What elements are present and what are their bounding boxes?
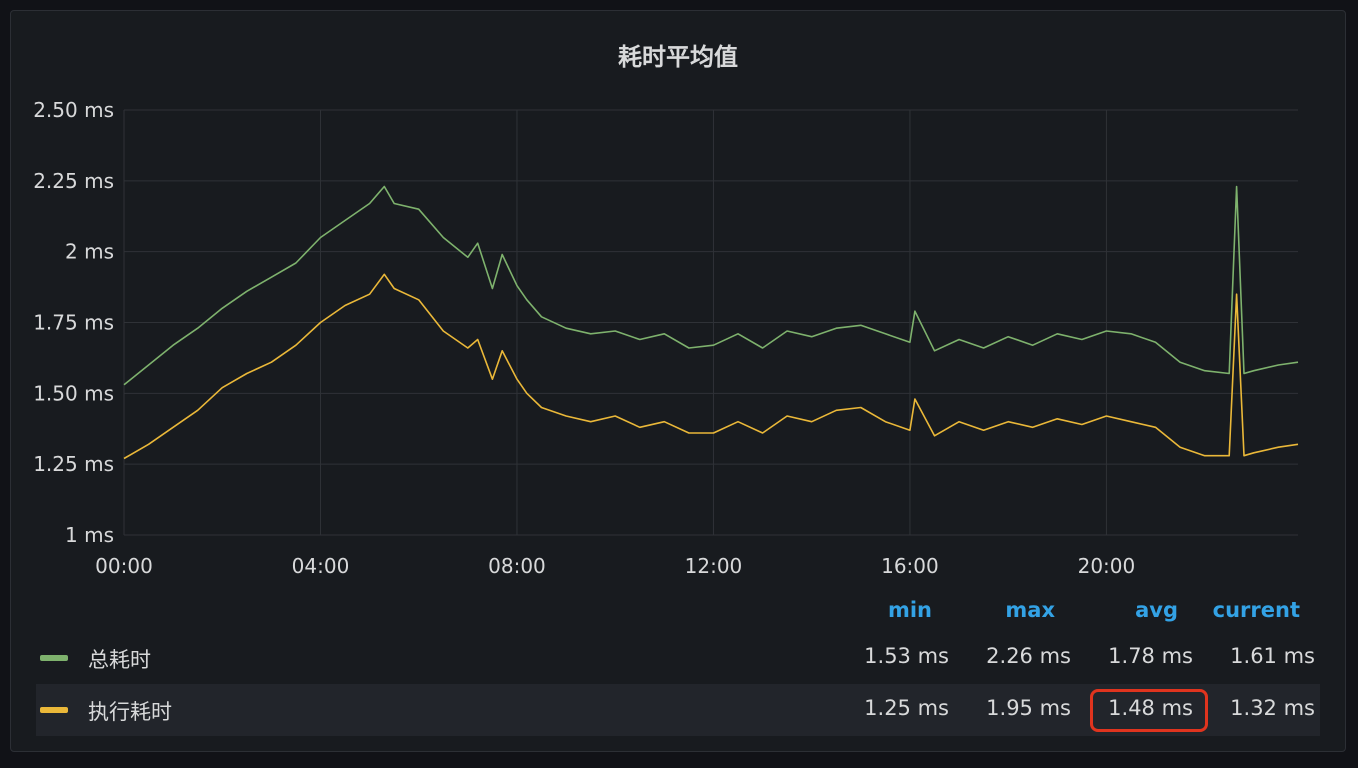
series-name[interactable]: 总耗时 <box>88 648 151 672</box>
stat-avg: 1.78 ms <box>1108 644 1193 668</box>
series-color-swatch[interactable] <box>40 655 68 661</box>
series-name[interactable]: 执行耗时 <box>88 700 172 724</box>
series-color-swatch[interactable] <box>40 707 68 713</box>
legend-row-total[interactable]: 总耗时 1.53 ms 2.26 ms 1.78 ms 1.61 ms <box>36 632 1320 684</box>
series-line-1 <box>123 273 1299 460</box>
y-tick-label: 2.25 ms <box>33 169 114 193</box>
x-tick-label: 20:00 <box>1078 554 1136 578</box>
legend-header-current[interactable]: current <box>1212 598 1300 622</box>
avg-highlight-box <box>1090 689 1208 732</box>
time-series-chart[interactable]: 1 ms 1.25 ms 1.50 ms 1.75 ms 2 ms 2.25 ms 2.50… <box>0 0 1358 600</box>
legend-header-max[interactable]: max <box>1005 598 1055 622</box>
x-tick-label: 08:00 <box>488 554 546 578</box>
stat-current: 1.32 ms <box>1230 696 1315 720</box>
x-tick-label: 00:00 <box>95 554 153 578</box>
stat-min: 1.25 ms <box>864 696 949 720</box>
x-tick-label: 16:00 <box>881 554 939 578</box>
x-tick-label: 04:00 <box>292 554 350 578</box>
y-tick-label: 1.25 ms <box>33 452 114 476</box>
stat-max: 2.26 ms <box>986 644 1071 668</box>
y-tick-label: 1 ms <box>65 523 114 547</box>
y-tick-label: 2.50 ms <box>33 98 114 122</box>
series-line-0 <box>123 185 1299 386</box>
x-tick-label: 12:00 <box>685 554 743 578</box>
stat-current: 1.61 ms <box>1230 644 1315 668</box>
panel-title: 耗时平均值 <box>618 43 738 71</box>
stat-max: 1.95 ms <box>986 696 1071 720</box>
legend-header-min[interactable]: min <box>887 598 932 622</box>
y-tick-label: 2 ms <box>65 240 114 264</box>
legend-row-exec[interactable]: 执行耗时 1.25 ms 1.95 ms 1.48 ms 1.32 ms <box>36 684 1320 736</box>
y-tick-label: 1.50 ms <box>33 381 114 405</box>
stat-avg: 1.48 ms <box>1108 696 1193 720</box>
legend-header-avg[interactable]: avg <box>1135 598 1178 622</box>
y-tick-label: 1.75 ms <box>33 311 114 335</box>
stat-min: 1.53 ms <box>864 644 949 668</box>
